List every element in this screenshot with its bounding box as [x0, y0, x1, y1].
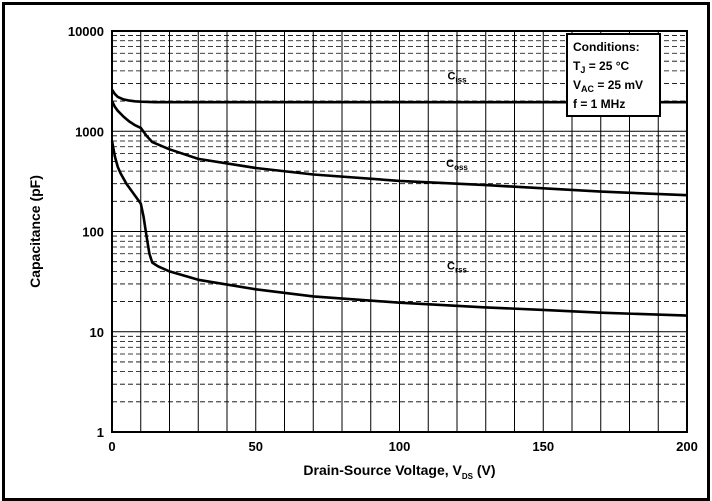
plot-area-border — [111, 30, 688, 433]
conditions-line-rest: = 25 °C — [585, 59, 629, 73]
x-axis-title: Drain-Source Voltage, VDS (V) — [303, 462, 495, 481]
series-label-coss: Coss — [446, 158, 468, 172]
plot-border — [111, 30, 688, 433]
series-label-main: C — [446, 158, 454, 170]
y-tick-label: 10000 — [68, 24, 104, 39]
x-tick-label: 200 — [676, 439, 698, 454]
conditions-line: VAC = 25 mV — [573, 78, 643, 94]
y-tick-label: 100 — [82, 225, 104, 240]
series-line-coss — [110, 100, 688, 197]
y-tick-label: 1000 — [75, 124, 104, 139]
series-line-crss — [110, 140, 688, 317]
conditions-line-rest: = 25 mV — [594, 78, 643, 92]
series-line-ciss — [110, 88, 687, 104]
conditions-line: f = 1 MHz — [573, 97, 625, 111]
conditions-title: Conditions: — [573, 40, 640, 54]
conditions-box-border — [566, 33, 661, 117]
y-tick-label: 10 — [90, 325, 104, 340]
conditions-line-sub: J — [580, 65, 585, 75]
x-axis-title-main: Drain-Source Voltage, V — [303, 462, 462, 478]
x-axis-title-unit: (V) — [473, 462, 496, 478]
tick-labels: 0 50 100 150 200 1 10 100 1000 10000 — [68, 24, 698, 454]
conditions-line-main: f = 1 MHz — [573, 97, 625, 111]
series-lines — [110, 88, 688, 317]
y-axis-title: Capacitance (pF) — [27, 175, 43, 288]
conditions-line: TJ = 25 °C — [573, 59, 630, 75]
conditions-lines: TJ = 25 °C VAC = 25 mV f = 1 MHz — [573, 59, 643, 111]
conditions-box: Conditions: TJ = 25 °C VAC = 25 mV f = 1 M… — [566, 33, 661, 117]
x-tick-label: 0 — [108, 439, 115, 454]
series-label-main: C — [447, 70, 455, 82]
series-label-sub: oss — [454, 163, 468, 172]
x-tick-label: 150 — [532, 439, 554, 454]
x-tick-label: 50 — [249, 439, 263, 454]
series-label-sub: iss — [455, 75, 467, 84]
series-label-sub: rss — [455, 265, 468, 274]
x-axis-title-sub: DS — [462, 472, 474, 481]
conditions-line-main: T — [573, 59, 581, 73]
series-label-ciss: Ciss — [447, 70, 467, 84]
conditions-line-main: V — [573, 78, 581, 92]
series-label-main: C — [447, 260, 455, 272]
conditions-line-sub: AC — [581, 84, 594, 94]
grid — [112, 31, 687, 432]
series-label-crss: Crss — [447, 260, 468, 274]
y-tick-label: 1 — [97, 425, 104, 440]
x-tick-label: 100 — [389, 439, 411, 454]
